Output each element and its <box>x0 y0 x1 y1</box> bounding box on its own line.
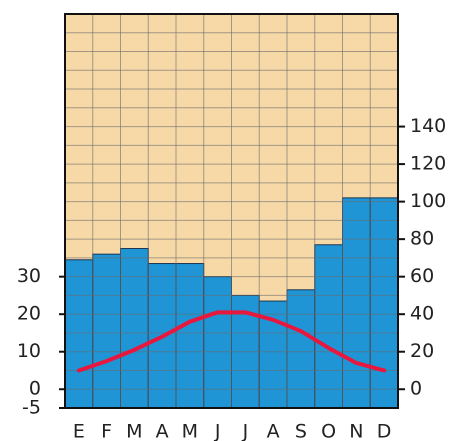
y2-tick-label: 100 <box>410 190 446 212</box>
x-tick-label: J <box>214 421 221 441</box>
x-tick-label: O <box>321 421 336 441</box>
y2-tick-label: 140 <box>410 115 446 137</box>
bar <box>175 263 205 409</box>
y-tick-label: 10 <box>17 340 41 362</box>
bar <box>203 276 232 409</box>
bar <box>120 248 149 409</box>
x-tick-label: F <box>101 421 112 441</box>
y2-tick-label: 20 <box>410 340 434 362</box>
x-tick-label: M <box>182 421 198 441</box>
y-tick-label: 0 <box>29 378 41 400</box>
x-tick-label: S <box>295 421 307 441</box>
temperature-line <box>76 310 387 373</box>
bar <box>369 197 399 409</box>
x-tick-label: A <box>267 421 280 441</box>
bar <box>342 197 371 409</box>
y-tick-label: 20 <box>17 303 41 325</box>
plot-frame <box>64 13 399 409</box>
bar <box>286 289 316 409</box>
y2-tick-label: 0 <box>410 378 422 400</box>
y-tick-label: 30 <box>17 265 41 287</box>
y2-tick-label: 40 <box>410 303 434 325</box>
x-tick-label: M <box>126 421 142 441</box>
bar <box>92 253 121 409</box>
x-tick-label: N <box>349 421 363 441</box>
x-tick-label: A <box>156 421 169 441</box>
bar <box>64 259 94 409</box>
y2-tick-label: 60 <box>410 265 434 287</box>
x-tick-label: J <box>242 421 249 441</box>
x-tick-label: E <box>73 421 85 441</box>
x-tick-label: D <box>377 421 392 441</box>
y-tick-label: -5 <box>22 397 41 419</box>
y2-tick-label: 120 <box>410 153 446 175</box>
bar <box>314 244 343 409</box>
y2-tick-label: 80 <box>410 228 434 250</box>
